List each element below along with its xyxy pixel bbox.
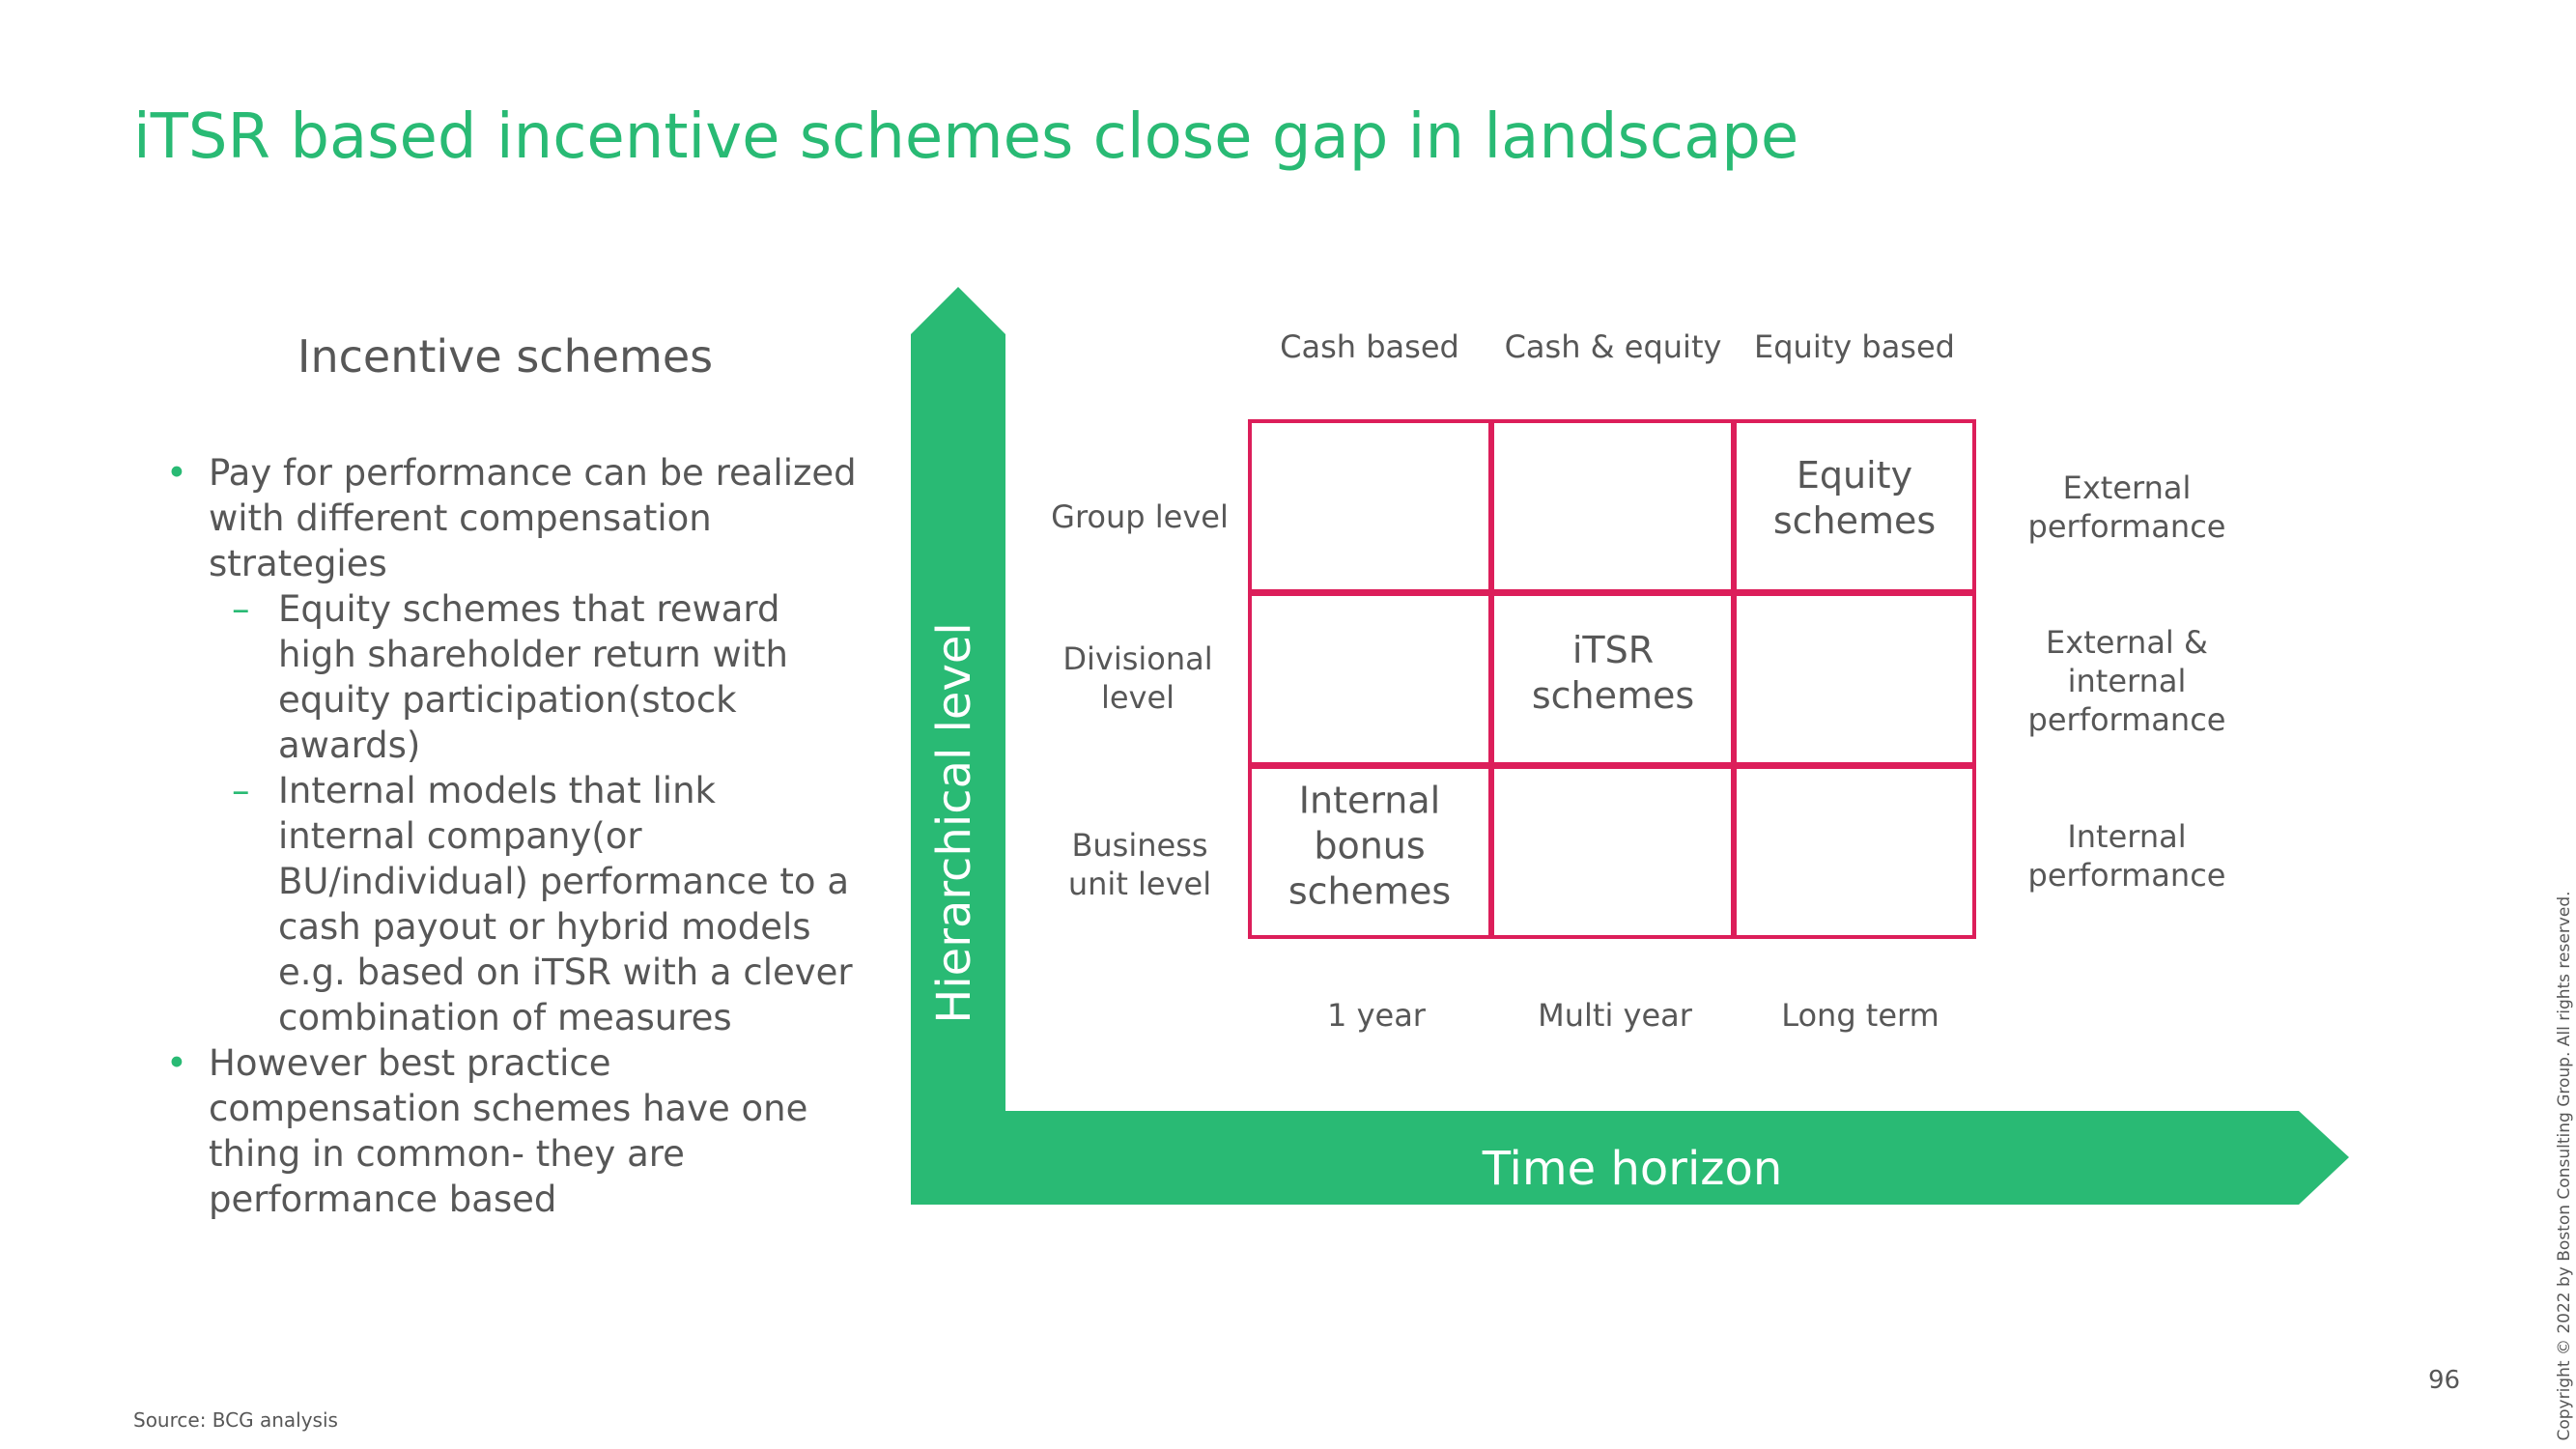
time-horizon-arrow	[911, 1111, 2349, 1205]
row-label-business-unit-level: Business unit level	[1067, 827, 1212, 902]
page-number: 96	[2428, 1366, 2461, 1395]
grid-cell	[1733, 419, 1976, 593]
bullet-text: However best practice compensation schem…	[209, 1042, 808, 1220]
x-axis-label: Time horizon	[1482, 1142, 1783, 1196]
grid-cell	[1733, 765, 1976, 939]
bullet-text: Pay for performance can be realized with…	[209, 452, 857, 584]
sub-bullet-text: Equity schemes that reward high sharehol…	[278, 588, 788, 766]
sub-bullet-item: – Internal models that link internal com…	[162, 768, 858, 1040]
grid-cell	[1248, 419, 1492, 593]
section-heading: Incentive schemes	[297, 330, 714, 383]
sub-bullet-item: – Equity schemes that reward high shareh…	[162, 586, 858, 768]
bullet-list: • Pay for performance can be realized wi…	[162, 450, 858, 1222]
cell-equity-schemes: Equity schemes	[1772, 454, 1937, 542]
grid-cell	[1248, 592, 1492, 766]
row-label-divisional-level: Divisional level	[1062, 640, 1213, 716]
column-footer-multi-year: Multi year	[1538, 997, 1692, 1034]
matrix-grid	[1248, 419, 1976, 939]
bullet-item: • Pay for performance can be realized wi…	[162, 450, 858, 586]
column-header-equity-based: Equity based	[1754, 328, 1955, 365]
source-note: Source: BCG analysis	[133, 1408, 338, 1432]
column-header-cash-based: Cash based	[1280, 328, 1459, 365]
hierarchical-level-arrow	[911, 287, 1005, 1203]
cell-internal-bonus-schemes: Internal bonus schemes	[1288, 779, 1452, 913]
sub-bullet-text: Internal models that link internal compa…	[278, 770, 853, 1038]
cell-itsr-schemes: iTSR schemes	[1531, 629, 1695, 717]
column-footer-long-term: Long term	[1781, 997, 1939, 1034]
grid-cell	[1490, 419, 1735, 593]
dash-icon: –	[232, 770, 250, 811]
column-header-cash-equity: Cash & equity	[1504, 328, 1722, 365]
right-label-internal-performance: Internal performance	[2027, 818, 2226, 894]
page-title: iTSR based incentive schemes close gap i…	[133, 101, 1799, 173]
grid-cell	[1490, 765, 1735, 939]
column-footer-1-year: 1 year	[1327, 997, 1426, 1034]
copyright-notice: Copyright © 2022 by Boston Consulting Gr…	[2555, 891, 2574, 1441]
right-label-external-internal-performance: External & internal performance	[2027, 624, 2226, 738]
grid-cell	[1733, 592, 1976, 766]
dash-icon: –	[232, 588, 250, 630]
y-axis-label: Hierarchical level	[927, 622, 981, 1024]
right-label-external-performance: External performance	[2027, 469, 2226, 545]
bullet-dot-icon: •	[166, 452, 187, 494]
bullet-item: • However best practice compensation sch…	[162, 1040, 858, 1222]
row-label-group-level: Group level	[1051, 498, 1229, 535]
bullet-dot-icon: •	[166, 1042, 187, 1084]
